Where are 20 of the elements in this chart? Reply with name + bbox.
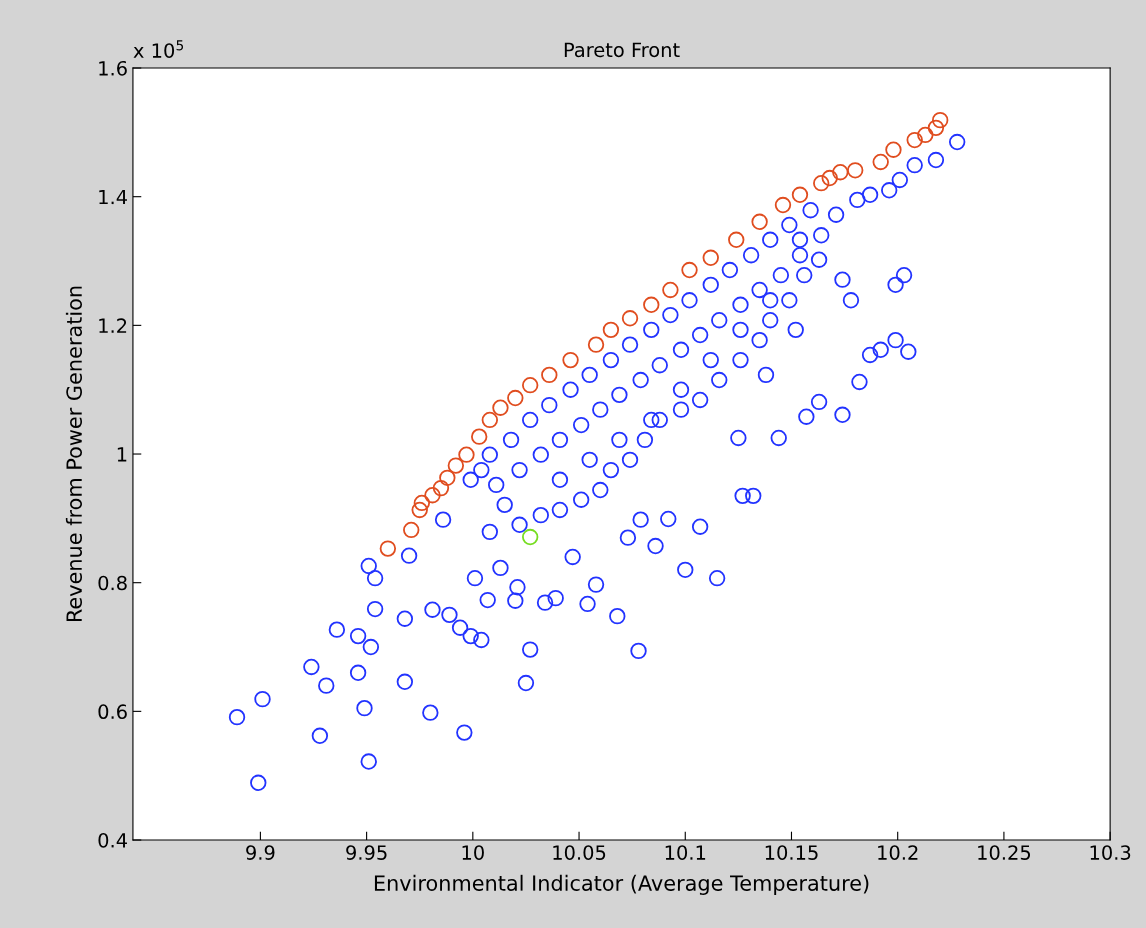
text: x 10$^{5}$: [133, 40, 184, 58]
chart-title: Pareto Front: [564, 42, 680, 58]
y-tick-label: 0.6: [98, 704, 127, 720]
y-axis-title: Revenue from Power Generation: [65, 286, 82, 622]
y-tick-label: 0.4: [98, 832, 127, 848]
x-tick-label: 10: [462, 845, 484, 860]
x-tick-label: 10.15: [765, 845, 818, 860]
x-tick-label: 10.1: [665, 845, 706, 860]
y-tick-label: 0.8: [98, 575, 127, 591]
y-tick-label: 1.6: [99, 60, 127, 76]
y-tick-label: 1.2: [99, 318, 127, 333]
x-tick-label: 9.9: [246, 845, 275, 860]
y-tick-label: 1: [117, 447, 127, 462]
x-tick-label: 10.2: [878, 845, 918, 860]
x-tick-label: 10.25: [978, 845, 1031, 860]
x-tick-label: 9.95: [346, 845, 387, 860]
x-tick-label: 10.05: [553, 845, 606, 860]
x-tick-label: 10.3: [1090, 845, 1131, 860]
x-axis-title: Environmental Indicator (Average Temperature): [374, 874, 869, 895]
y-tick-label: 1.4: [99, 189, 127, 205]
